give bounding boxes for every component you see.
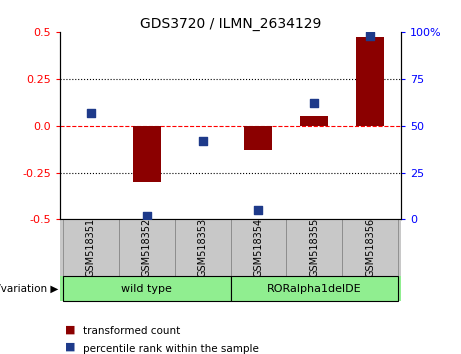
Text: percentile rank within the sample: percentile rank within the sample <box>83 344 259 354</box>
Text: ■: ■ <box>65 324 75 334</box>
Point <box>255 207 262 213</box>
Bar <box>301 116 328 126</box>
Bar <box>356 38 384 126</box>
Text: transformed count: transformed count <box>83 326 180 336</box>
Text: wild type: wild type <box>121 284 172 293</box>
Point <box>311 100 318 106</box>
Bar <box>175 219 230 276</box>
Bar <box>63 219 118 276</box>
Bar <box>230 219 286 276</box>
Text: genotype/variation ▶: genotype/variation ▶ <box>0 284 58 293</box>
Point <box>366 33 374 39</box>
Bar <box>343 219 398 276</box>
Point <box>199 138 206 143</box>
Text: GSM518351: GSM518351 <box>86 218 96 278</box>
Bar <box>286 219 343 276</box>
Text: GSM518355: GSM518355 <box>309 218 319 278</box>
Text: ■: ■ <box>65 342 75 352</box>
Text: GSM518356: GSM518356 <box>365 218 375 278</box>
Text: GSM518354: GSM518354 <box>254 218 264 278</box>
Point <box>87 110 95 115</box>
Title: GDS3720 / ILMN_2634129: GDS3720 / ILMN_2634129 <box>140 17 321 31</box>
Text: RORalpha1delDE: RORalpha1delDE <box>267 284 362 293</box>
Text: GSM518352: GSM518352 <box>142 218 152 278</box>
Text: GSM518353: GSM518353 <box>197 218 207 278</box>
Point <box>143 213 150 218</box>
Bar <box>118 219 175 276</box>
Bar <box>244 126 272 150</box>
Bar <box>133 126 160 182</box>
Bar <box>230 276 398 301</box>
Bar <box>63 276 230 301</box>
